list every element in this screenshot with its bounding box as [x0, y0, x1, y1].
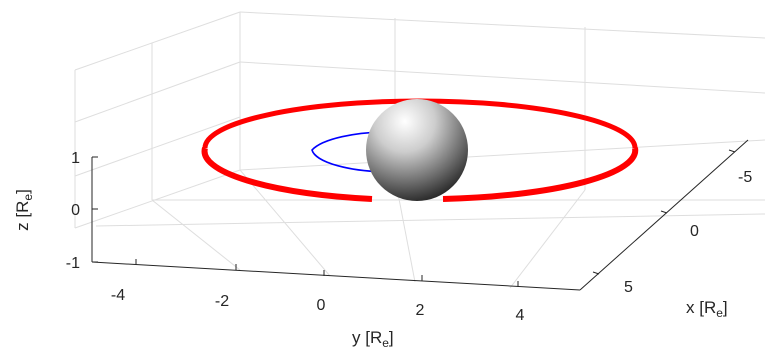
- x-tick-minus5: [728, 149, 736, 153]
- y-axis-line: [91, 261, 581, 291]
- grid-floor-diag-2: [239, 139, 765, 171]
- grid-floor-back: [74, 169, 241, 229]
- y-tick-label-minus2: -2: [215, 293, 229, 310]
- grid-backwall-top-edge: [74, 11, 241, 71]
- x-axis-label: x [Re]: [686, 298, 728, 320]
- grid-xwall-x-5: [239, 11, 765, 39]
- blue-orbit-arc: [311, 131, 393, 173]
- y-tick-label-4: 4: [516, 307, 525, 324]
- z-axis-label: z [Re]: [13, 189, 35, 231]
- x-axis-line: [579, 139, 749, 291]
- grid-backwall-low: [74, 116, 241, 177]
- y-tick-label-2: 2: [416, 302, 425, 319]
- z-tick-label-1: 1: [71, 150, 80, 167]
- red-orbit-near-right: [442, 147, 639, 202]
- x-tick-5: [592, 271, 600, 275]
- x-tick-label-0: 0: [690, 223, 699, 240]
- y-axis-label: y [Re]: [352, 328, 394, 350]
- grid-floor-y-4: [509, 189, 586, 289]
- tick-labels: 1 0 -1 -4 -2 0 2 4 -5 0 5: [66, 150, 753, 324]
- z-tick-label-0: 0: [71, 202, 80, 219]
- y-tick-label-0: 0: [317, 297, 326, 314]
- earth-sphere: [366, 99, 468, 201]
- x-tick-label-minus5: -5: [738, 169, 752, 186]
- grid-xwall-mid: [239, 61, 765, 94]
- grid-lines: [74, 11, 765, 289]
- tick-marks: [92, 149, 736, 287]
- grid-floor-x-0: [95, 213, 765, 227]
- x-tick-0: [660, 210, 668, 214]
- grid-floor-y-minus2: [151, 199, 241, 271]
- z-tick-label-minus1: -1: [66, 255, 80, 272]
- x-tick-label-5: 5: [624, 279, 633, 296]
- y-tick-label-minus4: -4: [111, 287, 125, 304]
- red-orbit-near-left: [201, 147, 373, 202]
- grid-backwall-mid: [74, 61, 241, 123]
